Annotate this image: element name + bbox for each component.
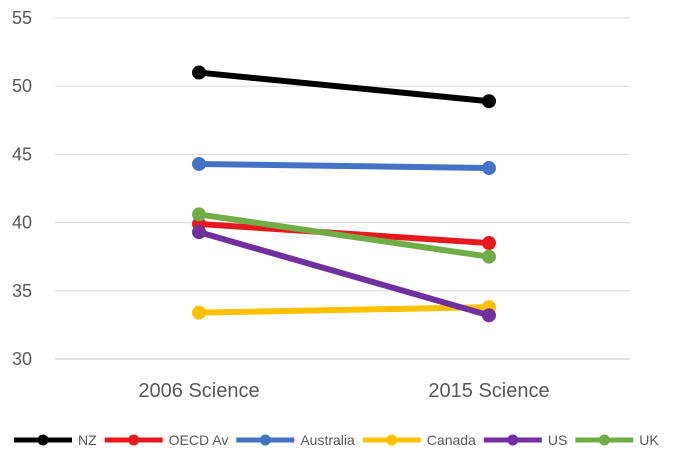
x-category-label: 2015 Science: [428, 380, 549, 402]
legend-label: US: [548, 432, 567, 448]
series-lines: [192, 65, 496, 323]
series-line-canada: [196, 304, 492, 316]
data-point-australia-1: [192, 156, 206, 171]
legend-item-oecd-av: OECD Av: [104, 432, 229, 448]
legend-swatch-marker: [259, 434, 271, 446]
y-tick-label: 40: [12, 213, 32, 233]
data-point-oecd-av-2: [482, 236, 496, 251]
x-category-label: 2006 Science: [138, 380, 259, 402]
series-australia: [192, 156, 496, 176]
series-us: [192, 225, 496, 323]
legend-label: UK: [639, 432, 659, 448]
data-point-us-1: [192, 225, 206, 240]
series-line-us: [196, 229, 492, 319]
legend-swatch-marker: [128, 434, 140, 446]
y-tick-label: 50: [12, 76, 32, 96]
legend-item-us: US: [483, 432, 567, 448]
data-point-uk-1: [192, 207, 206, 222]
y-tick-label: 35: [12, 281, 32, 301]
data-point-nz-2: [482, 94, 496, 109]
legend-item-nz: NZ: [14, 432, 97, 448]
series-line-nz: [196, 69, 492, 105]
y-tick-label: 55: [12, 8, 32, 28]
data-point-uk-2: [482, 249, 496, 264]
series-line-australia: [196, 160, 492, 172]
legend-swatch-marker: [37, 434, 49, 446]
series-nz: [192, 65, 496, 109]
x-axis: 2006 Science 2015 Science: [138, 380, 549, 402]
legend-label: NZ: [78, 432, 97, 448]
y-tick-label: 30: [12, 349, 32, 369]
data-point-nz-1: [192, 65, 206, 80]
legend-swatch-marker: [507, 434, 519, 446]
series-line-uk: [196, 211, 492, 260]
legend: NZ OECD Av Australia Canada US UK: [14, 432, 659, 448]
series-uk: [192, 207, 496, 264]
legend-label: Canada: [427, 432, 476, 448]
legend-swatch-marker: [386, 434, 398, 446]
series-canada: [192, 300, 496, 320]
data-point-canada-1: [192, 305, 206, 320]
legend-item-canada: Canada: [362, 432, 476, 448]
data-point-us-2: [482, 308, 496, 323]
legend-label: OECD Av: [169, 432, 229, 448]
y-axis: 30 35 40 45 50 55: [12, 8, 32, 369]
legend-item-australia: Australia: [236, 432, 355, 448]
legend-item-uk: UK: [575, 432, 659, 448]
legend-label: Australia: [300, 432, 355, 448]
y-tick-label: 45: [12, 144, 32, 164]
data-point-australia-2: [482, 161, 496, 176]
legend-swatch-marker: [598, 434, 610, 446]
